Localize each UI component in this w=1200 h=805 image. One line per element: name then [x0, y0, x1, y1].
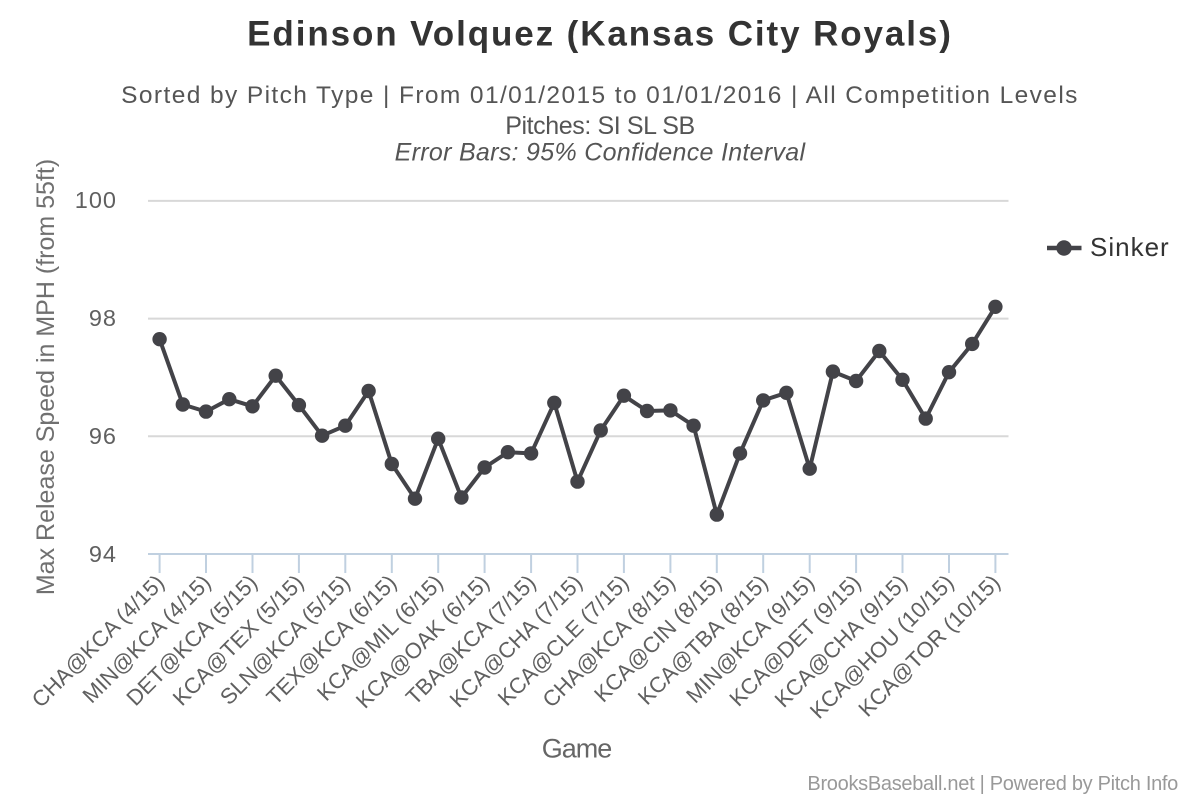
svg-text:Sorted by Pitch Type | From 01: Sorted by Pitch Type | From 01/01/2015 t… — [121, 82, 1079, 109]
svg-text:Edinson Volquez (Kansas City R: Edinson Volquez (Kansas City Royals) — [247, 15, 953, 54]
svg-text:98: 98 — [89, 305, 117, 331]
svg-text:BrooksBaseball.net | Powered b: BrooksBaseball.net | Powered by Pitch In… — [807, 773, 1178, 795]
svg-text:94: 94 — [89, 541, 117, 567]
svg-text:100: 100 — [75, 187, 117, 213]
svg-text:96: 96 — [89, 423, 117, 449]
svg-text:Sinker: Sinker — [1090, 232, 1170, 262]
svg-text:Max Release Speed in MPH (from: Max Release Speed in MPH (from 55ft) — [32, 159, 60, 595]
svg-text:Error Bars: 95% Confidence Int: Error Bars: 95% Confidence Interval — [395, 139, 807, 167]
svg-text:Pitches: SI SL SB: Pitches: SI SL SB — [505, 112, 695, 140]
svg-text:Game: Game — [542, 734, 612, 764]
